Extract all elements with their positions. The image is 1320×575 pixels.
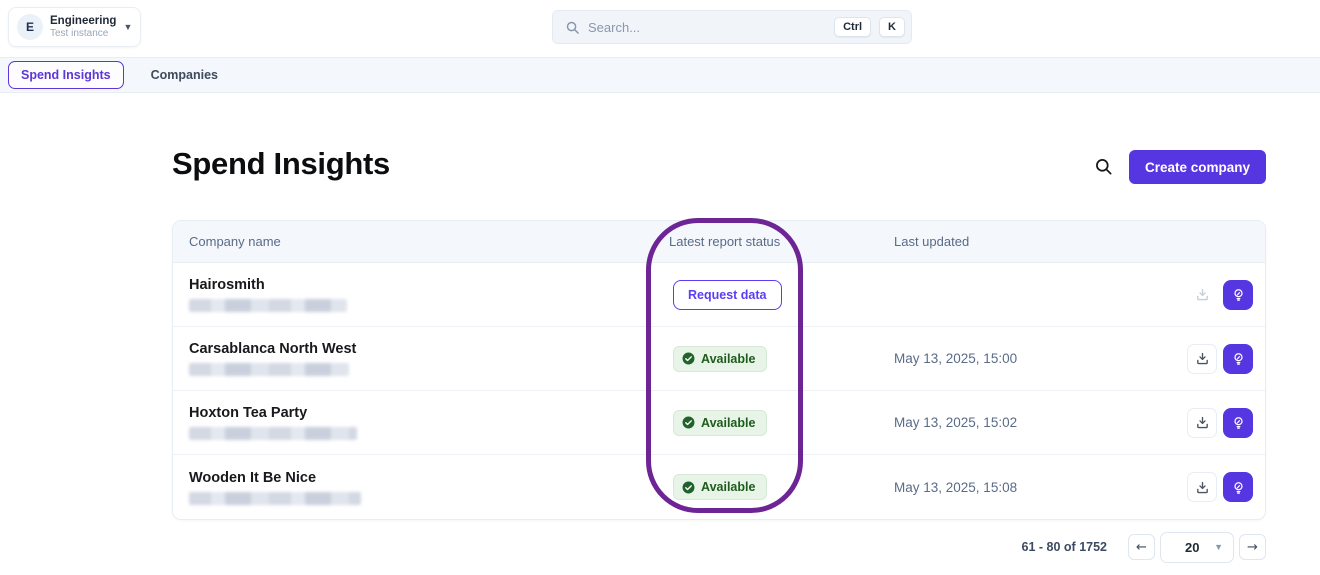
- insights-button[interactable]: [1223, 343, 1253, 374]
- table-row[interactable]: Wooden It Be Nice Available May 13, 2025…: [173, 455, 1265, 519]
- workspace-avatar: E: [17, 14, 43, 40]
- workspace-switcher[interactable]: E Engineering Test instance ▼: [8, 7, 141, 47]
- lightbulb-icon: [1233, 481, 1243, 494]
- table-row[interactable]: Carsablanca North West Available May 13,…: [173, 327, 1265, 391]
- workspace-texts: Engineering Test instance: [50, 15, 116, 40]
- status-badge: Available: [673, 474, 768, 500]
- company-name: Carsablanca North West: [189, 341, 357, 357]
- search-icon: [566, 21, 579, 34]
- row-actions: [1187, 279, 1265, 310]
- company-cell: Wooden It Be Nice: [173, 470, 669, 505]
- company-name: Wooden It Be Nice: [189, 469, 317, 486]
- status-cell: Available: [669, 345, 894, 372]
- download-button: [1187, 279, 1217, 310]
- page-size-value: 20: [1185, 539, 1200, 555]
- status-label: Available: [701, 415, 756, 430]
- table-row[interactable]: Hairosmith Request data: [173, 263, 1265, 327]
- column-header-latest-report-status[interactable]: Latest report status: [669, 234, 781, 249]
- status-badge: Available: [673, 345, 768, 372]
- last-updated: May 13, 2025, 15:00: [894, 351, 1018, 366]
- table-row[interactable]: Hoxton Tea Party Available May 13, 2025,…: [173, 391, 1265, 455]
- row-actions: [1187, 472, 1265, 502]
- status-cell: Available: [669, 474, 894, 500]
- status-cell: Available: [669, 409, 894, 436]
- insights-button[interactable]: [1223, 472, 1253, 502]
- status-label: Available: [701, 480, 756, 494]
- insights-button[interactable]: [1223, 407, 1253, 438]
- tab-spend-insights[interactable]: Spend Insights: [8, 61, 124, 89]
- lightbulb-icon: [1233, 289, 1243, 301]
- request-data-button[interactable]: Request data: [673, 279, 782, 310]
- lightbulb-icon: [1233, 417, 1243, 429]
- download-icon: [1196, 481, 1208, 493]
- download-button[interactable]: [1187, 343, 1217, 374]
- redacted-bar: [189, 363, 349, 376]
- tab-companies[interactable]: Companies: [150, 68, 218, 82]
- companies-table: Company name Latest report status Last u…: [172, 220, 1266, 520]
- create-company-button[interactable]: Create company: [1129, 150, 1266, 184]
- company-cell: Hoxton Tea Party: [173, 405, 669, 440]
- check-circle-icon: [682, 416, 695, 429]
- column-header-company-name[interactable]: Company name: [189, 234, 281, 249]
- insights-button[interactable]: [1223, 279, 1253, 310]
- download-button[interactable]: [1187, 472, 1217, 502]
- table-search-button[interactable]: [1092, 157, 1114, 179]
- status-badge: Available: [673, 409, 768, 436]
- table-header: Company name Latest report status Last u…: [173, 221, 1265, 263]
- row-actions: [1187, 407, 1265, 438]
- status-cell: Request data: [669, 279, 894, 310]
- nav-tab-bar: Spend Insights Companies: [0, 57, 1320, 93]
- company-cell: Hairosmith: [173, 277, 669, 312]
- page-title: Spend Insights: [172, 146, 390, 181]
- download-icon: [1196, 352, 1208, 365]
- workspace-subtitle: Test instance: [50, 27, 109, 39]
- search-input[interactable]: [588, 19, 827, 35]
- chevron-down-icon: ▼: [1214, 542, 1223, 552]
- download-icon: [1196, 288, 1208, 301]
- redacted-bar: [189, 427, 357, 440]
- redacted-bar: [189, 299, 347, 312]
- company-cell: Carsablanca North West: [173, 341, 669, 376]
- global-search[interactable]: Ctrl K: [552, 10, 912, 44]
- next-page-button[interactable]: →: [1239, 534, 1266, 560]
- check-circle-icon: [682, 352, 695, 365]
- pagination-range: 61 - 80 of 1752: [1021, 540, 1107, 554]
- pagination: 61 - 80 of 1752 ← 20 ▼ →: [172, 531, 1266, 563]
- prev-page-button[interactable]: ←: [1128, 534, 1155, 560]
- download-icon: [1196, 416, 1208, 429]
- k-keycap: K: [879, 17, 905, 37]
- company-name: Hairosmith: [189, 277, 265, 293]
- workspace-name: Engineering: [50, 14, 117, 27]
- company-name: Hoxton Tea Party: [189, 405, 308, 421]
- top-bar: E Engineering Test instance ▼ Ctrl K: [0, 0, 1320, 56]
- redacted-bar: [189, 491, 361, 505]
- chevron-down-icon: ▼: [123, 22, 133, 32]
- last-updated: May 13, 2025, 15:02: [894, 415, 1018, 430]
- download-button[interactable]: [1187, 407, 1217, 438]
- column-header-last-updated[interactable]: Last updated: [894, 234, 970, 249]
- last-updated: May 13, 2025, 15:08: [894, 479, 1018, 495]
- status-label: Available: [701, 351, 756, 366]
- row-actions: [1187, 343, 1265, 374]
- lightbulb-icon: [1233, 353, 1243, 365]
- check-circle-icon: [682, 481, 695, 493]
- ctrl-keycap: Ctrl: [834, 17, 872, 37]
- search-icon: [1095, 159, 1111, 175]
- page-size-select[interactable]: 20 ▼: [1160, 531, 1234, 563]
